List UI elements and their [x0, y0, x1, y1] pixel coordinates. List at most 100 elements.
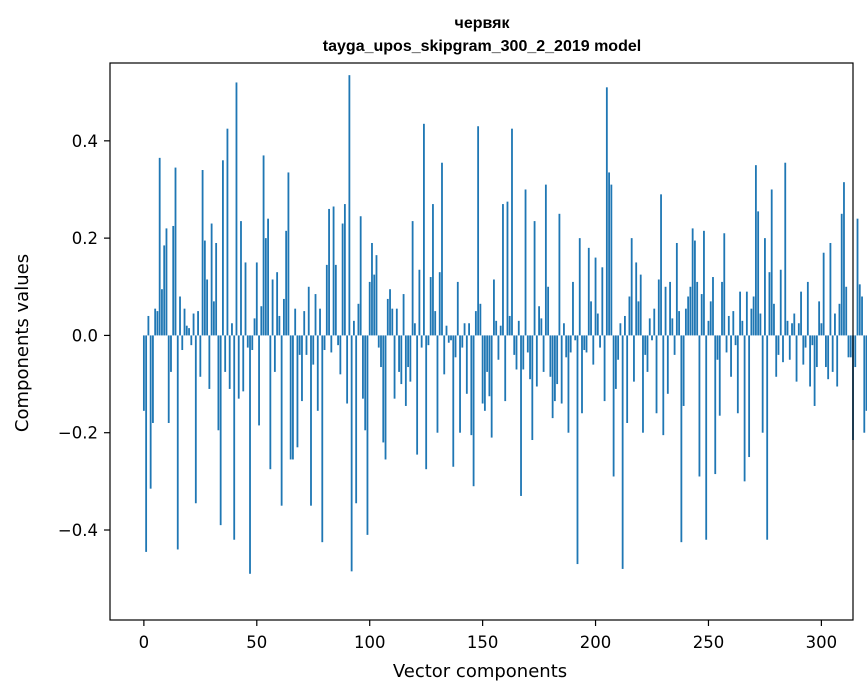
bar [621, 335, 624, 569]
bar [660, 194, 662, 336]
bar [262, 155, 265, 336]
bar-series [142, 75, 867, 574]
bar [716, 335, 719, 360]
bar [542, 335, 545, 372]
bar [176, 335, 179, 550]
bar [249, 335, 251, 574]
bar [558, 213, 561, 336]
bar [142, 335, 145, 411]
x-axis-label: Vector components [393, 661, 567, 682]
bar [341, 223, 344, 336]
bar [264, 238, 267, 336]
bar [804, 335, 807, 348]
bar [836, 335, 839, 387]
bar [244, 262, 247, 336]
bar [208, 335, 211, 389]
bar [809, 335, 811, 387]
bar [723, 233, 726, 336]
bar [854, 335, 857, 368]
bar [739, 291, 741, 336]
bar [321, 335, 324, 543]
bar [465, 335, 468, 394]
bar [158, 157, 161, 336]
bar [199, 335, 202, 377]
bar [154, 308, 157, 336]
bar [845, 286, 848, 336]
bar [608, 172, 610, 336]
bar [470, 335, 473, 436]
bar [328, 208, 330, 336]
bar [822, 252, 825, 336]
bar [375, 255, 378, 336]
bar [493, 279, 495, 336]
bar [861, 296, 863, 336]
bar [438, 272, 441, 336]
bar [319, 308, 321, 336]
bar [472, 335, 475, 487]
bar [624, 315, 626, 336]
bar [612, 335, 615, 477]
bar [646, 335, 649, 372]
bar [217, 335, 220, 431]
bar [278, 315, 281, 336]
bar [359, 216, 362, 336]
bar [694, 240, 696, 336]
bar [687, 296, 690, 336]
bar [353, 320, 355, 336]
bar [815, 335, 818, 368]
bar [725, 335, 728, 353]
bar [445, 325, 448, 336]
bar [253, 318, 256, 336]
bar [183, 308, 186, 336]
bar [190, 335, 193, 346]
bar [404, 335, 407, 406]
bar [535, 335, 538, 387]
bar [827, 335, 830, 380]
bar [355, 335, 358, 504]
bar [447, 335, 450, 343]
bar [495, 320, 498, 336]
bar [292, 335, 294, 460]
y-tick-label: 0.0 [72, 326, 98, 345]
bar [707, 320, 710, 336]
bar [533, 221, 536, 336]
bar [671, 318, 674, 336]
bar [791, 323, 793, 336]
bar [797, 323, 800, 336]
bar [732, 311, 735, 336]
bar [384, 335, 387, 460]
bar [684, 308, 687, 336]
bar [398, 335, 400, 372]
bar [565, 335, 568, 358]
x-tick-label: 200 [580, 633, 612, 652]
bar [578, 238, 581, 336]
bar [813, 335, 816, 406]
bar [289, 335, 292, 460]
bar [775, 335, 778, 377]
bar [531, 335, 534, 441]
bar [468, 323, 470, 336]
bar [669, 281, 671, 336]
bar [174, 167, 177, 336]
bar [538, 306, 540, 336]
bar [764, 238, 766, 336]
bar [770, 189, 773, 336]
bar [504, 335, 507, 402]
bar [222, 160, 224, 336]
bar [630, 238, 633, 336]
bar [831, 335, 834, 372]
bar [662, 335, 665, 436]
bar [691, 228, 694, 336]
bar [825, 335, 827, 368]
bar [364, 335, 367, 431]
y-tick-label: 0.4 [72, 132, 98, 151]
bar [784, 162, 787, 336]
bar [743, 335, 746, 482]
bar [768, 272, 771, 336]
bar [517, 320, 520, 336]
y-tick-label: −0.2 [58, 424, 98, 443]
bar [648, 318, 651, 336]
bar [461, 335, 464, 348]
bar [432, 204, 434, 336]
